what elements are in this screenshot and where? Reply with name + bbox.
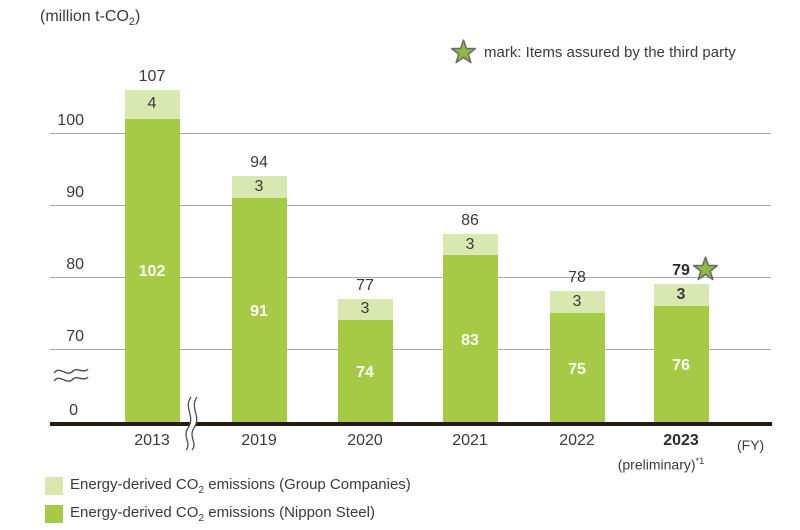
- nippon-steel-value: 83: [461, 331, 479, 349]
- legend-item-group-companies: Energy-derived CO2 emissions (Group Comp…: [45, 476, 411, 496]
- y-tick-100: 100: [57, 112, 84, 129]
- nippon-steel-value: 74: [356, 364, 374, 382]
- x-axis-sub-label: (preliminary)*1: [617, 456, 705, 473]
- nippon-steel-value: 75: [568, 360, 586, 378]
- y-tick-70: 70: [66, 328, 84, 345]
- x-axis-line: [50, 422, 772, 426]
- bar-total-label: 86: [461, 211, 479, 229]
- bar-segment-group-companies: 3: [653, 284, 709, 306]
- legend-label-nippon-steel: Energy-derived CO2 emissions (Nippon Ste…: [70, 504, 375, 524]
- y-tick-90: 90: [66, 184, 84, 201]
- bar-total-label: 107: [138, 67, 166, 85]
- legend-label-group-companies: Energy-derived CO2 emissions (Group Comp…: [70, 476, 411, 496]
- x-axis-break-icon: [185, 396, 198, 451]
- y-axis-unit-label: (million t-CO2): [40, 8, 140, 28]
- legend-item-nippon-steel: Energy-derived CO2 emissions (Nippon Ste…: [45, 504, 411, 524]
- y-tick-80: 80: [66, 256, 84, 273]
- fy-axis-label: (FY): [737, 437, 765, 453]
- group-companies-value: 4: [147, 95, 157, 113]
- bar-segment-group-companies: 3: [231, 176, 287, 198]
- group-companies-value: 3: [676, 285, 686, 303]
- y-tick-zero: 0: [69, 402, 78, 419]
- unit-label-subscript: 2: [128, 16, 135, 29]
- group-companies-value: 3: [360, 300, 370, 318]
- x-axis-label-2023: 2023: [663, 432, 699, 449]
- unit-label-text: (million t-CO: [40, 8, 129, 25]
- group-companies-value: 3: [465, 235, 475, 253]
- assurance-note: mark: Items assured by the third party: [450, 39, 736, 66]
- legend-swatch-group-companies: [45, 477, 63, 495]
- x-axis-label-2021: 2021: [452, 432, 488, 449]
- gridline-90: [50, 205, 771, 206]
- legend: Energy-derived CO2 emissions (Group Comp…: [45, 476, 411, 530]
- x-axis-label-2019: 2019: [241, 432, 277, 449]
- bar-segment-group-companies: 3: [549, 291, 605, 313]
- bar-segment-group-companies: 4: [124, 89, 180, 119]
- gridline-70: [50, 349, 771, 350]
- star-icon: [450, 39, 477, 64]
- third-party-assured-star-icon: [692, 256, 719, 281]
- group-companies-value: 3: [572, 293, 582, 311]
- x-axis-label-2022: 2022: [559, 432, 595, 449]
- bar-segment-nippon-steel: 91: [231, 197, 287, 426]
- gridline-100: [50, 133, 771, 134]
- bar-segment-nippon-steel: 76: [653, 305, 709, 426]
- bar-segment-nippon-steel: 83: [442, 255, 498, 426]
- bar-total-label: 77: [356, 276, 374, 294]
- gridline-80: [50, 277, 771, 278]
- bar-segment-nippon-steel: 102: [124, 118, 180, 426]
- assurance-text: mark: Items assured by the third party: [484, 44, 736, 61]
- bar-segment-nippon-steel: 75: [549, 313, 605, 426]
- bar-segment-group-companies: 3: [337, 298, 393, 321]
- bar-total-label: 94: [250, 154, 268, 172]
- group-companies-value: 3: [254, 177, 264, 195]
- x-axis-label-2013: 2013: [134, 432, 170, 449]
- bar-segment-group-companies: 3: [442, 233, 498, 256]
- bar-total-label: 78: [568, 269, 586, 287]
- nippon-steel-value: 76: [672, 356, 690, 374]
- x-axis-label-2020: 2020: [347, 432, 383, 449]
- legend-swatch-nippon-steel: [45, 505, 63, 523]
- nippon-steel-value: 102: [138, 263, 166, 281]
- unit-label-suffix: ): [134, 8, 141, 25]
- nippon-steel-value: 91: [250, 302, 268, 320]
- bar-segment-nippon-steel: 74: [337, 320, 393, 426]
- bar-total-label: 79: [672, 262, 690, 280]
- y-axis-break-icon: [53, 368, 89, 382]
